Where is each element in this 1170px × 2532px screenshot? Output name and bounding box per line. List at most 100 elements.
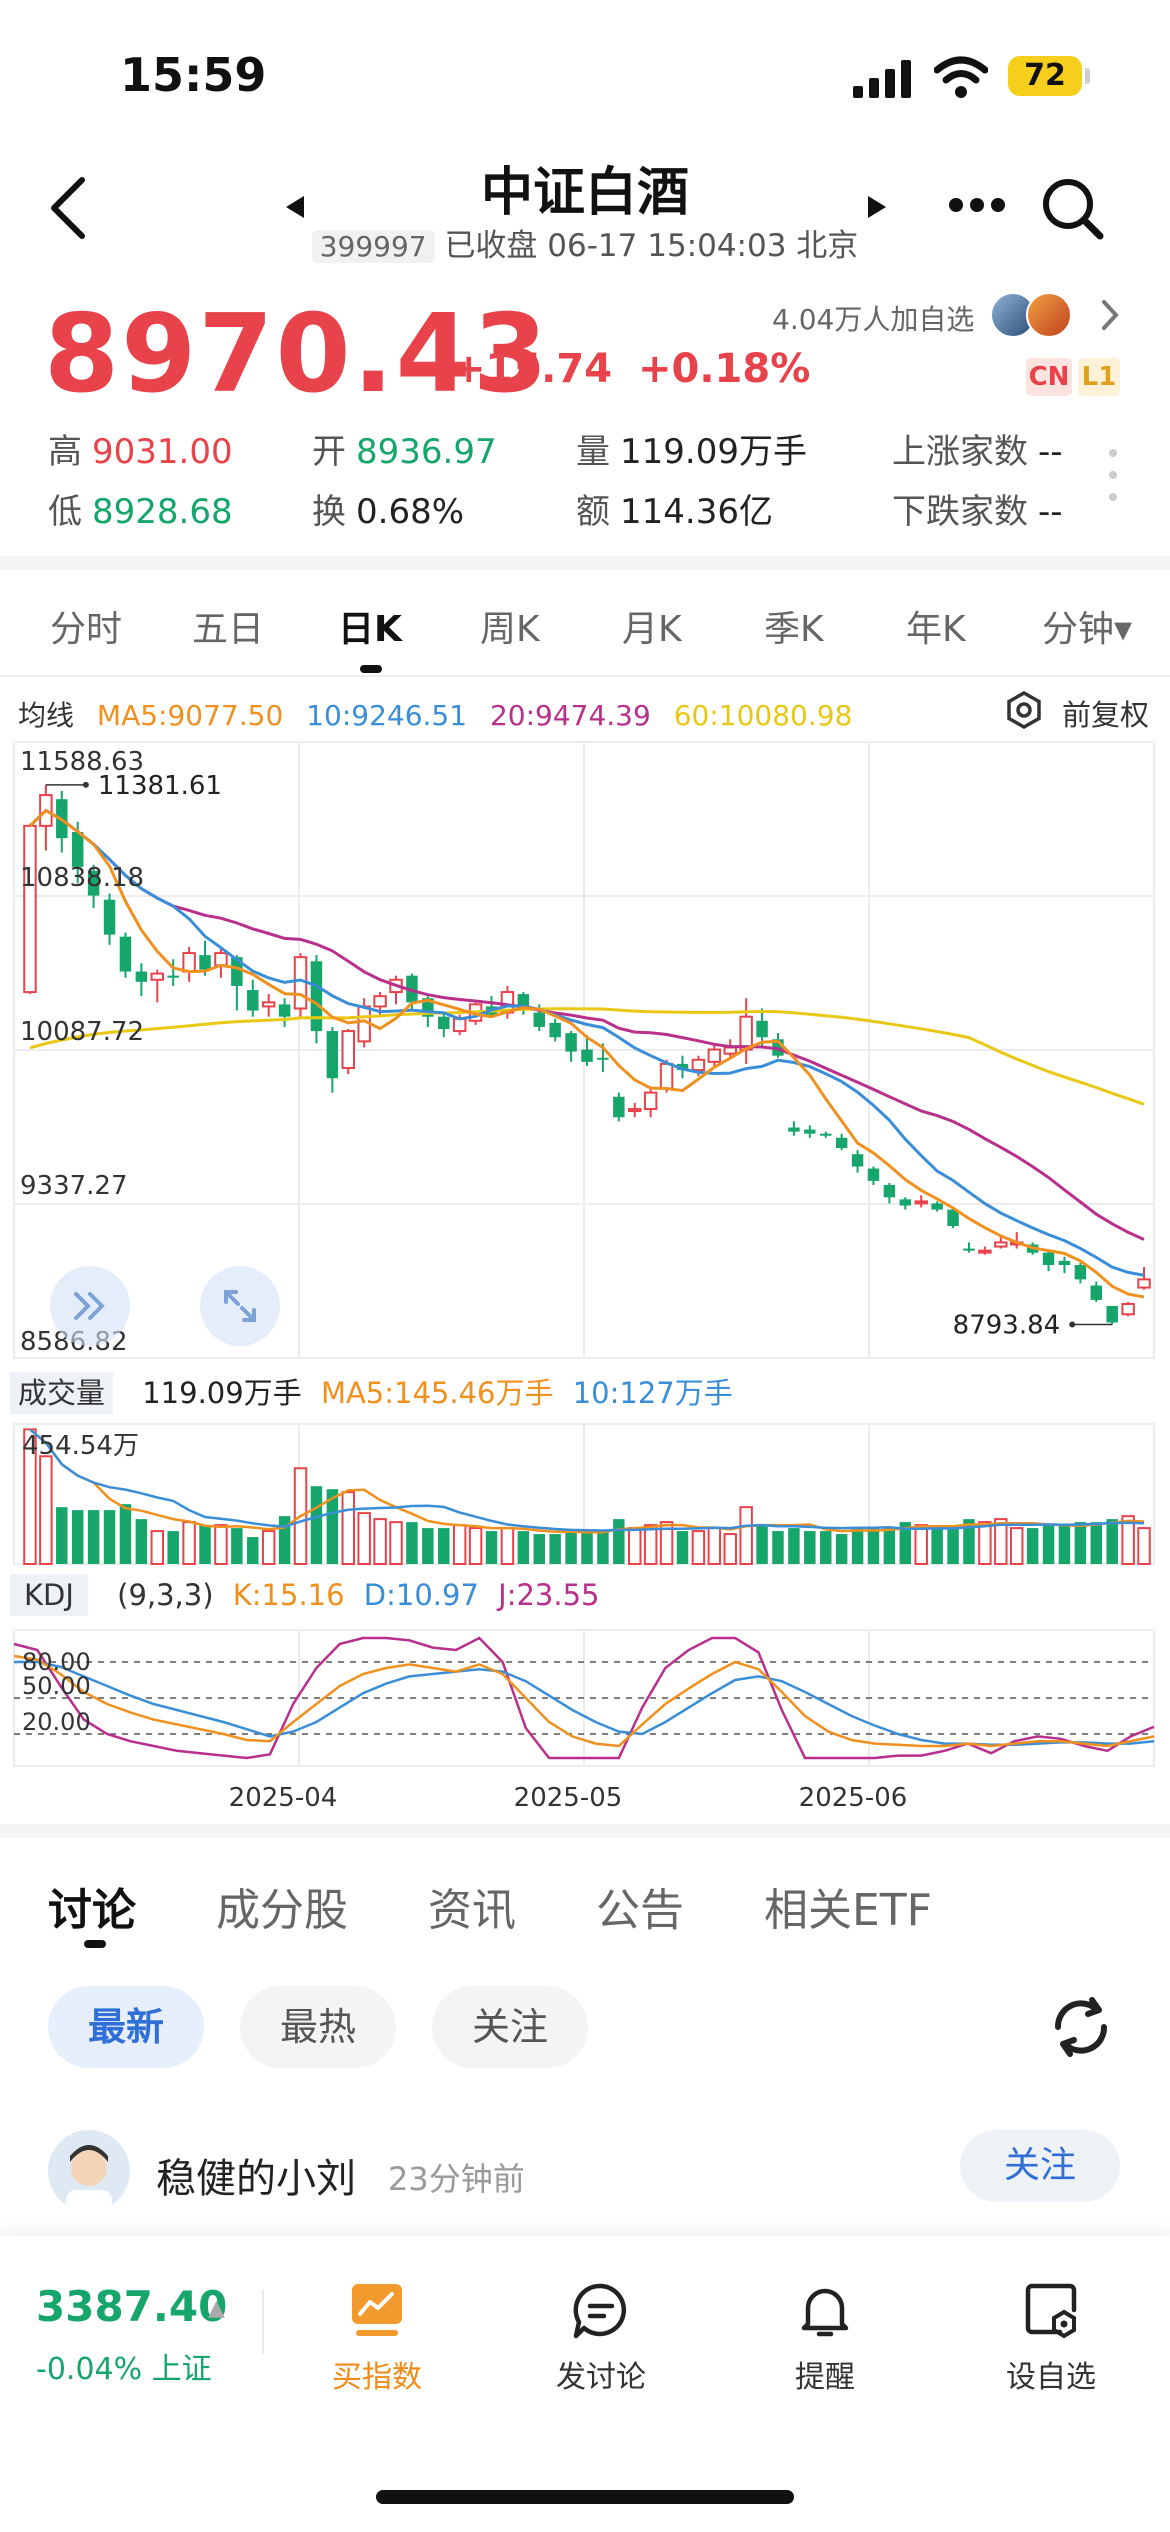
post-user-avatar[interactable] bbox=[48, 2130, 130, 2212]
market-index-value[interactable]: 3387.40 bbox=[36, 2282, 228, 2331]
volume-bar-up bbox=[182, 1521, 196, 1565]
vertical-more-icon[interactable] bbox=[1106, 446, 1120, 504]
follow-button[interactable]: 关注 bbox=[960, 2130, 1120, 2202]
filter-hot[interactable]: 最热 bbox=[240, 1986, 396, 2068]
kdj-legend: KDJ (9,3,3) K:15.16 D:10.97 J:23.55 bbox=[10, 1574, 1170, 1622]
volume-bar-up bbox=[150, 1530, 165, 1566]
candle-body-down bbox=[756, 1020, 768, 1038]
volume-bar-up bbox=[500, 1527, 515, 1566]
candle-body-down bbox=[549, 1022, 561, 1038]
candle-body-up bbox=[978, 1249, 992, 1254]
watchers-count[interactable]: 4.04万人加自选 bbox=[772, 303, 975, 336]
search-icon[interactable] bbox=[1040, 176, 1104, 240]
candle bbox=[581, 1035, 593, 1066]
tab-constituents[interactable]: 成分股 bbox=[216, 1885, 348, 1936]
volume-value: 119.09万手 bbox=[142, 1376, 302, 1410]
filter-following[interactable]: 关注 bbox=[432, 1986, 588, 2068]
volume-bar-down bbox=[931, 1528, 943, 1564]
candle-series bbox=[23, 784, 1151, 1325]
candle bbox=[231, 955, 243, 1011]
candle-body-up bbox=[23, 824, 37, 994]
candle bbox=[835, 1133, 848, 1151]
candle bbox=[914, 1195, 928, 1208]
candle-body-up bbox=[452, 1017, 467, 1033]
volume-bar-down bbox=[199, 1525, 211, 1564]
tab-five-day[interactable]: 五日 bbox=[192, 609, 265, 650]
kdj-label: KDJ bbox=[10, 1574, 88, 1616]
tab-discussion[interactable]: 讨论 bbox=[48, 1885, 136, 1936]
ma5-line bbox=[28, 808, 1145, 1299]
tab-yearly-k[interactable]: 年K bbox=[906, 609, 966, 650]
stat-turnover-value: 0.68% bbox=[356, 492, 465, 532]
more-icon[interactable] bbox=[948, 196, 1006, 214]
stat-down-label: 下跌家数 bbox=[892, 492, 1028, 532]
tab-news[interactable]: 资讯 bbox=[428, 1885, 516, 1936]
candle-body-down bbox=[851, 1154, 864, 1167]
candle-body-up bbox=[739, 1015, 753, 1051]
nav-alert[interactable]: 提醒 bbox=[750, 2280, 900, 2396]
ma5-value: MA5:9077.50 bbox=[96, 699, 284, 732]
stat-volume-value: 119.09万手 bbox=[620, 432, 807, 472]
volume-bar-down bbox=[56, 1507, 68, 1564]
candle bbox=[293, 953, 308, 1019]
chevron-right-icon[interactable] bbox=[1100, 298, 1120, 332]
candle-body-down bbox=[310, 961, 323, 1032]
volume-bar-down bbox=[676, 1531, 689, 1564]
candle bbox=[1106, 1306, 1118, 1325]
bottom-separator bbox=[262, 2290, 264, 2354]
refresh-icon[interactable] bbox=[1046, 1992, 1116, 2062]
candle-body-down bbox=[1074, 1265, 1087, 1280]
tab-announcements[interactable]: 公告 bbox=[596, 1885, 684, 1936]
kdj-d: D:10.97 bbox=[363, 1578, 479, 1612]
candle bbox=[643, 1088, 658, 1118]
candle bbox=[739, 998, 753, 1064]
volume-bar-down bbox=[899, 1522, 912, 1564]
stat-turnover-label: 换 bbox=[312, 492, 346, 532]
expand-panel-button[interactable] bbox=[50, 1266, 130, 1346]
stat-turnover: 换 0.68% bbox=[312, 484, 464, 533]
tab-related-etf[interactable]: 相关ETF bbox=[764, 1885, 932, 1936]
tab-quarterly-k[interactable]: 季K bbox=[764, 609, 824, 650]
volume-bar-up bbox=[389, 1521, 403, 1565]
fullscreen-button[interactable] bbox=[200, 1266, 280, 1346]
stock-chart[interactable]: 11588.6310838.1810087.729337.278586.8211… bbox=[0, 0, 1170, 1824]
tab-monthly-k[interactable]: 月K bbox=[622, 609, 682, 650]
volume-bar-down bbox=[1090, 1522, 1103, 1564]
tab-weekly-k[interactable]: 周K bbox=[480, 609, 540, 650]
price-axis-label: 10838.18 bbox=[20, 863, 144, 893]
candle bbox=[87, 864, 100, 908]
candle bbox=[326, 1026, 339, 1093]
section-divider bbox=[0, 556, 1170, 570]
volume-bar-down bbox=[565, 1531, 577, 1564]
kdj-level-label: 20.00 bbox=[22, 1708, 91, 1736]
adjust-mode[interactable]: 前复权 bbox=[1062, 698, 1150, 732]
nav-add-watchlist[interactable]: 设自选 bbox=[976, 2280, 1126, 2396]
volume-bar-down bbox=[820, 1531, 832, 1564]
candle bbox=[1121, 1301, 1135, 1317]
tab-intraday[interactable]: 分时 bbox=[50, 609, 123, 650]
volume-bar-down bbox=[1106, 1519, 1118, 1564]
next-index-icon[interactable] bbox=[866, 194, 888, 220]
kdj-k-line bbox=[13, 1654, 1155, 1748]
candle bbox=[278, 998, 291, 1027]
kdj-level-label: 80.00 bbox=[22, 1648, 91, 1676]
post-time: 23分钟前 bbox=[388, 2160, 525, 2198]
candle bbox=[247, 979, 259, 1017]
volume-bar-up bbox=[1137, 1527, 1151, 1566]
tab-daily-k[interactable]: 日K bbox=[338, 609, 402, 650]
nav-post-discussion[interactable]: 发讨论 bbox=[526, 2280, 676, 2396]
battery-indicator: 72 bbox=[1008, 56, 1082, 96]
settings-icon[interactable] bbox=[1004, 690, 1044, 730]
filter-latest[interactable]: 最新 bbox=[48, 1986, 204, 2068]
tab-minute[interactable]: 分钟▾ bbox=[1042, 609, 1133, 650]
back-arrow-icon[interactable] bbox=[48, 176, 88, 240]
candle bbox=[438, 1012, 450, 1038]
nav-buy-index[interactable]: 买指数 bbox=[302, 2280, 452, 2396]
prev-index-icon[interactable] bbox=[284, 194, 306, 220]
volume-bar-up bbox=[628, 1527, 642, 1566]
volume-bar-up bbox=[1121, 1515, 1135, 1566]
signal-icon bbox=[853, 60, 911, 98]
post-username[interactable]: 稳健的小刘 bbox=[156, 2156, 356, 2202]
volume-bar-down bbox=[597, 1531, 609, 1564]
volume-bar-down bbox=[772, 1531, 784, 1564]
